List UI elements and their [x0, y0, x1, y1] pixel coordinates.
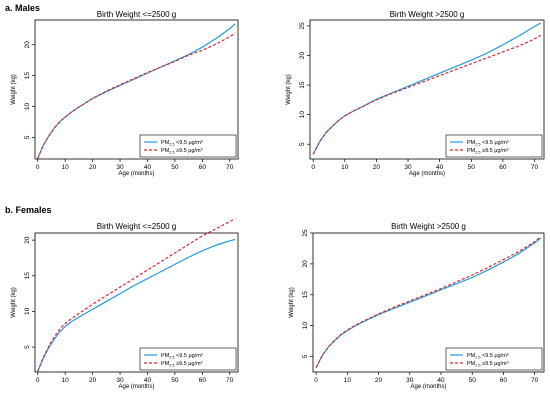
chart-panel-4: Birth Weight >2500 g 0 10 20 30 40 50 60 70 5 10 15…	[289, 222, 545, 390]
legend-entry-label: PM2.5 <9.5 μg/m³	[467, 140, 509, 147]
series-line-low-pm	[37, 238, 236, 372]
x-tick-label: 20	[89, 377, 97, 384]
x-axis-label: Age (months)	[410, 384, 446, 390]
legend-entry-label: PM2.5 <9.5 μg/m³	[161, 353, 203, 360]
x-tick-label: 60	[199, 164, 207, 171]
y-tick-label: 20	[299, 51, 306, 59]
y-axis-label: Weight (kg)	[11, 74, 17, 105]
chart-panel-3: Birth Weight <=2500 g 0 10 20 30 40 50 60 70 5 10 1…	[11, 218, 239, 390]
y-tick-label: 5	[24, 345, 31, 349]
x-axis-label: Age (months)	[409, 171, 445, 177]
y-tick-label: 15	[299, 81, 306, 89]
legend-entry-label: PM2.5 ≥9.5 μg/m³	[161, 148, 203, 155]
series-line-high-pm	[315, 236, 542, 368]
y-axis-label: Weight (kg)	[11, 287, 17, 318]
x-tick-label: 10	[341, 164, 349, 171]
y-tick-label: 20	[24, 41, 31, 49]
x-axis-label: Age (months)	[118, 384, 154, 390]
x-tick-label: 40	[436, 164, 444, 171]
y-tick-label: 5	[299, 142, 306, 146]
y-tick-label: 25	[302, 229, 309, 237]
section-label-males: a. Males	[5, 3, 40, 13]
chart-panel-1: Birth Weight <=2500 g 0 10 20 30 40 50 60 70 5 10 1…	[11, 10, 239, 177]
y-tick-label: 5	[24, 135, 31, 139]
legend-entry-label: PM2.5 <9.5 μg/m³	[467, 353, 509, 360]
y-axis-label: Weight (kg)	[289, 287, 295, 318]
series-line-high-pm	[37, 32, 236, 159]
x-tick-label: 0	[314, 377, 318, 384]
plot-frame	[34, 19, 239, 160]
series-line-high-pm	[312, 34, 542, 155]
legend-entry-label: PM2.5 ≥9.5 μg/m³	[467, 148, 509, 155]
x-tick-label: 40	[144, 164, 152, 171]
x-tick-label: 20	[89, 164, 97, 171]
x-tick-label: 70	[531, 164, 539, 171]
x-tick-label: 70	[226, 164, 234, 171]
x-tick-label: 30	[116, 164, 124, 171]
x-tick-label: 70	[531, 377, 539, 384]
series-line-low-pm	[312, 22, 542, 155]
x-tick-label: 0	[36, 377, 40, 384]
legend-box	[445, 134, 543, 158]
legend-entry-label: PM2.5 ≥9.5 μg/m³	[161, 361, 203, 368]
x-tick-label: 0	[36, 164, 40, 171]
y-axis-label: Weight (kg)	[286, 74, 292, 105]
plot-frame	[34, 232, 239, 373]
x-tick-label: 10	[344, 377, 352, 384]
x-tick-label: 50	[469, 377, 477, 384]
y-tick-label: 10	[24, 307, 31, 315]
chart-title: Birth Weight >2500 g	[390, 10, 465, 19]
legend-box	[139, 347, 237, 371]
chart-title: Birth Weight <=2500 g	[97, 222, 176, 231]
x-tick-label: 10	[62, 164, 70, 171]
x-axis-label: Age (months)	[118, 171, 154, 177]
x-tick-label: 30	[116, 377, 124, 384]
legend-entry-label: PM2.5 <9.5 μg/m³	[161, 140, 203, 147]
legend-entry-label: PM2.5 ≥9.5 μg/m³	[467, 361, 509, 368]
x-tick-label: 20	[375, 377, 383, 384]
chart-title: Birth Weight <=2500 g	[97, 10, 176, 19]
x-tick-label: 60	[499, 164, 507, 171]
x-tick-label: 30	[404, 164, 412, 171]
section-label-females: b. Females	[5, 205, 52, 215]
x-tick-label: 70	[226, 377, 234, 384]
y-tick-label: 20	[302, 260, 309, 268]
x-tick-label: 50	[171, 377, 179, 384]
x-tick-label: 10	[62, 377, 70, 384]
series-line-high-pm	[37, 218, 236, 372]
chart-panel-2: Birth Weight >2500 g 0 10 20 30 40 50 60 70 5 10 15…	[286, 10, 545, 177]
chart-title: Birth Weight >2500 g	[391, 222, 466, 231]
x-tick-label: 20	[373, 164, 381, 171]
y-tick-label: 10	[299, 111, 306, 119]
y-tick-label: 15	[302, 291, 309, 299]
y-tick-label: 15	[24, 72, 31, 80]
y-tick-label: 20	[24, 236, 31, 244]
y-tick-label: 15	[24, 272, 31, 280]
x-tick-label: 50	[171, 164, 179, 171]
plot-frame	[312, 232, 545, 373]
x-tick-label: 0	[311, 164, 315, 171]
x-tick-label: 60	[500, 377, 508, 384]
x-tick-label: 30	[406, 377, 414, 384]
y-tick-label: 10	[24, 102, 31, 110]
legend-box	[139, 134, 237, 158]
x-tick-label: 50	[468, 164, 476, 171]
x-tick-label: 60	[199, 377, 207, 384]
x-tick-label: 40	[437, 377, 445, 384]
y-tick-label: 5	[302, 354, 309, 358]
legend-box	[445, 347, 543, 371]
series-line-low-pm	[315, 237, 542, 368]
plot-frame	[309, 19, 545, 160]
y-tick-label: 25	[299, 22, 306, 30]
y-tick-label: 10	[302, 322, 309, 330]
x-tick-label: 40	[144, 377, 152, 384]
